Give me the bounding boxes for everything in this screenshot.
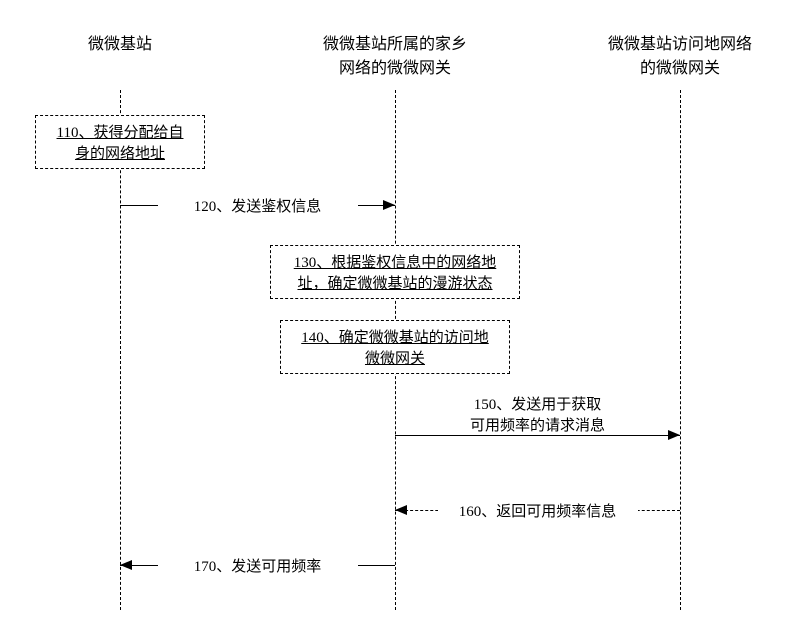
message-label-m170: 170、发送可用频率	[158, 555, 358, 576]
message-label-m160: 160、返回可用频率信息	[438, 500, 638, 521]
message-label-m120: 120、发送鉴权信息	[158, 195, 358, 216]
arrowhead-m120	[383, 200, 395, 210]
message-line-m150	[395, 435, 680, 436]
message-label-m150: 150、发送用于获取 可用频率的请求消息	[438, 393, 638, 435]
step-box-step140: 140、确定微微基站的访问地 微微网关	[280, 320, 510, 374]
arrowhead-m170	[120, 560, 132, 570]
step-box-step110: 110、获得分配给自 身的网络地址	[35, 115, 205, 169]
lifeline-header-a: 微微基站	[20, 30, 220, 54]
lifeline-header-c: 微微基站访问地网络 的微微网关	[580, 30, 780, 78]
arrowhead-m160	[395, 505, 407, 515]
step-box-step130: 130、根据鉴权信息中的网络地 址，确定微微基站的漫游状态	[270, 245, 520, 299]
arrowhead-m150	[668, 430, 680, 440]
lifeline-c	[680, 90, 681, 610]
lifeline-header-b: 微微基站所属的家乡 网络的微微网关	[295, 30, 495, 78]
